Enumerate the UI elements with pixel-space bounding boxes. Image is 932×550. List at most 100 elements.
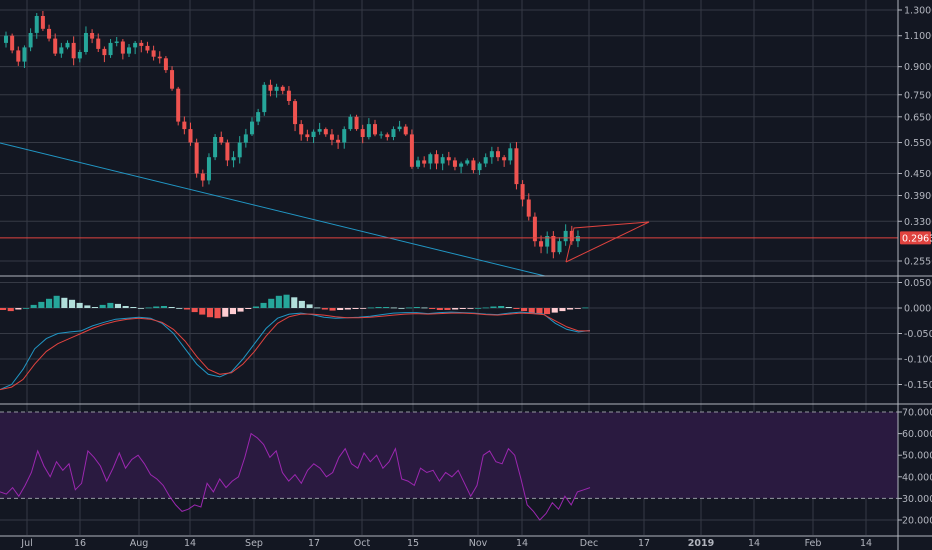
- candle: [16, 46, 21, 66]
- candle: [477, 161, 482, 175]
- macd-bar: [306, 304, 313, 308]
- candle: [409, 129, 414, 169]
- x-tick-label: 17: [638, 538, 650, 549]
- candle: [145, 41, 150, 54]
- macd-bar: [199, 308, 206, 315]
- x-tick-label: Dec: [580, 538, 598, 549]
- macd-bar: [429, 308, 436, 309]
- candle: [416, 156, 421, 169]
- price-panel[interactable]: [0, 11, 898, 277]
- last-price-label: 0.2963: [902, 233, 932, 244]
- macd-bar: [375, 307, 382, 308]
- candle: [397, 120, 402, 132]
- candle: [47, 24, 52, 42]
- macd-bar: [574, 308, 581, 309]
- macd-bar: [360, 308, 367, 309]
- candle: [133, 41, 138, 55]
- x-tick-label: 16: [74, 538, 86, 549]
- candle: [373, 119, 377, 137]
- macd-bar: [337, 308, 344, 310]
- candle: [139, 40, 144, 53]
- x-tick-label: Jul: [20, 538, 32, 549]
- candle: [213, 134, 218, 161]
- macd-bar: [84, 305, 91, 308]
- candle: [539, 235, 544, 254]
- macd-bar: [521, 308, 528, 312]
- candle: [188, 122, 193, 146]
- x-tick-label: Sep: [245, 538, 263, 549]
- x-tick-label: 2019: [688, 538, 714, 549]
- x-tick-label: Nov: [469, 538, 488, 549]
- macd-bar: [23, 308, 30, 309]
- x-tick-label: Feb: [805, 538, 822, 549]
- macd-bar: [398, 308, 405, 309]
- candle: [28, 28, 33, 52]
- macd-bar: [498, 306, 505, 308]
- macd-bar: [329, 308, 336, 311]
- rsi-tick-label: 70.0000: [902, 408, 932, 419]
- macd-bar: [130, 307, 137, 308]
- macd-bar: [229, 308, 236, 315]
- x-tick-label: 14: [516, 538, 528, 549]
- candle: [293, 99, 298, 132]
- trendline: [0, 142, 546, 277]
- macd-bar: [490, 306, 497, 308]
- candle: [446, 151, 451, 166]
- macd-panel[interactable]: [0, 294, 591, 391]
- candle: [496, 146, 500, 162]
- macd-bar: [452, 308, 459, 310]
- x-tick-label: Aug: [130, 538, 149, 549]
- macd-bar: [383, 307, 390, 308]
- candle: [329, 129, 334, 146]
- macd-bar: [406, 307, 413, 309]
- candle: [225, 139, 230, 167]
- triangle-pattern: [565, 221, 650, 263]
- candle: [366, 118, 371, 140]
- macd-tick-label: -0.1500: [904, 380, 932, 391]
- x-axis: Jul 16 Aug 14 Sep 17 Oct 15 Nov 14 Dec 17 2019 14 Feb 1…: [20, 538, 872, 549]
- candle: [532, 212, 537, 247]
- macd-bar: [260, 302, 267, 308]
- macd-bar: [513, 308, 520, 309]
- rsi-band: [0, 412, 898, 499]
- macd-bar: [582, 307, 589, 309]
- candle: [428, 152, 433, 170]
- macd-bar: [291, 297, 298, 308]
- macd-bar: [153, 306, 160, 308]
- candle: [520, 180, 525, 207]
- candle: [206, 153, 211, 185]
- candle: [526, 193, 531, 221]
- candle: [465, 158, 470, 166]
- candle: [323, 127, 328, 137]
- candle: [77, 49, 82, 63]
- candle: [157, 51, 162, 64]
- macd-bar: [283, 294, 290, 308]
- candle: [391, 126, 396, 141]
- macd-bar: [352, 308, 359, 309]
- candle: [108, 39, 113, 58]
- macd-bar: [122, 306, 129, 308]
- rsi-line: [0, 432, 591, 521]
- macd-bar: [0, 308, 7, 310]
- macd-bar: [367, 307, 374, 309]
- macd-bar: [53, 295, 60, 308]
- rsi-panel[interactable]: [0, 411, 898, 521]
- rsi-tick-label: 50.0000: [902, 451, 932, 462]
- macd-bar: [168, 307, 175, 308]
- candle: [305, 129, 310, 142]
- candle: [502, 155, 507, 167]
- candle: [483, 153, 488, 168]
- candle: [489, 146, 494, 164]
- macd-histogram: [0, 294, 589, 319]
- candle: [434, 150, 439, 170]
- macd-bar: [99, 304, 106, 308]
